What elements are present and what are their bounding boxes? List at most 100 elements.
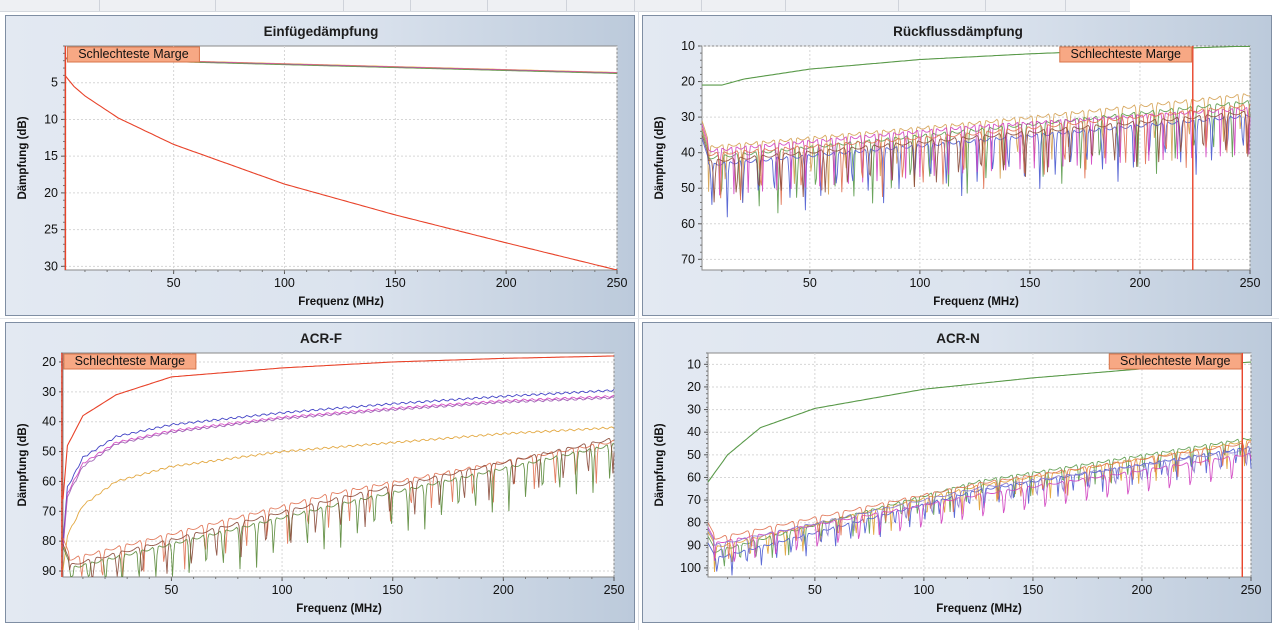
series-line — [62, 389, 615, 543]
y-tick-label: 10 — [687, 357, 701, 371]
chart-panel-acr-f: ACR-F 20 30 40 50 60 70 80 90 50 100 150 200 250 Sc… — [5, 322, 635, 623]
series-line — [62, 438, 615, 577]
y-tick-label: 20 — [42, 355, 56, 369]
marker-label-box — [63, 353, 197, 370]
y-tick-label: 50 — [687, 448, 701, 462]
x-tick-label: 250 — [1240, 276, 1261, 290]
x-tick-label: 50 — [167, 276, 181, 290]
y-tick-label: 70 — [42, 504, 56, 518]
grid — [63, 353, 615, 577]
series-line — [707, 448, 1252, 560]
y-tick-label: 60 — [687, 470, 701, 484]
chart-title: Einfügedämpfung — [264, 24, 379, 39]
panel-divider-horizontal — [0, 318, 1279, 319]
chart-title: Rückflussdämpfung — [893, 24, 1023, 39]
tab-separator — [785, 0, 786, 11]
y-tick-label: 100 — [680, 561, 701, 575]
y-tick-label: 80 — [687, 516, 701, 530]
x-tick-label: 250 — [607, 276, 628, 290]
y-axis: 20 30 40 50 60 70 80 90 — [42, 352, 63, 578]
x-axis: 50 100 150 200 250 — [721, 270, 1261, 290]
chart-panel-einfuegedaempfung: Einfügedämpfung 5 10 15 20 25 30 50 100 150 200 2… — [5, 15, 635, 316]
panel-divider-vertical — [638, 11, 639, 630]
marker-label: Schlechteste Marge — [75, 354, 186, 368]
tab-separator — [898, 0, 899, 11]
x-axis-title: Frequenz (MHz) — [298, 296, 384, 308]
tab-separator — [1065, 0, 1066, 11]
limit-line — [62, 355, 614, 500]
y-tick-label: 70 — [687, 493, 701, 507]
series-line — [62, 396, 615, 550]
x-axis: 50 100 150 200 250 — [82, 577, 625, 597]
worst-margin-marker: Schlechteste Marge — [64, 46, 200, 270]
x-tick-label: 100 — [913, 583, 934, 597]
y-tick-label: 30 — [42, 385, 56, 399]
chart-rueckflussdaempfung: Rückflussdämpfung 10 20 30 40 50 60 70 50 100 15… — [654, 24, 1261, 308]
x-tick-label: 150 — [1019, 276, 1040, 290]
marker-label: Schlechteste Marge — [1120, 354, 1231, 368]
y-tick-label: 60 — [42, 474, 56, 488]
tab-strip — [0, 0, 1130, 12]
x-tick-label: 150 — [382, 583, 403, 597]
y-tick-label: 30 — [687, 403, 701, 417]
tab-separator — [99, 0, 100, 11]
y-axis: 10 20 30 40 50 60 70 80 90 100 — [680, 352, 708, 576]
series-line — [701, 103, 1251, 205]
y-axis-title: Dämpfung (dB) — [17, 423, 29, 506]
chart-einfuegedaempfung: Einfügedämpfung 5 10 15 20 25 30 50 100 150 200 2… — [17, 24, 628, 308]
series-line — [62, 440, 615, 577]
limit-line — [64, 75, 617, 271]
tab-separator — [410, 0, 411, 11]
chart-panel-acr-n: ACR-N 10 20 30 40 50 60 70 80 90 100 50 100 150 200 2… — [642, 322, 1272, 623]
chart-panel-rueckflussdaempfung: Rückflussdämpfung 10 20 30 40 50 60 70 50 100 15… — [642, 15, 1272, 316]
x-tick-label: 200 — [1130, 276, 1151, 290]
tab-separator — [566, 0, 567, 11]
y-axis: 5 10 15 20 25 30 — [44, 45, 65, 273]
series-line — [701, 110, 1251, 203]
worst-margin-marker: Schlechteste Marge — [61, 353, 197, 577]
marker-label: Schlechteste Marge — [1071, 47, 1182, 61]
x-axis-title: Frequenz (MHz) — [933, 296, 1019, 308]
x-tick-label: 200 — [496, 276, 517, 290]
marker-label-box — [66, 46, 200, 63]
series-line — [707, 452, 1252, 562]
x-tick-label: 150 — [1022, 583, 1043, 597]
series-group — [62, 355, 615, 578]
x-tick-label: 50 — [803, 276, 817, 290]
y-tick-label: 5 — [51, 76, 58, 90]
x-tick-label: 100 — [274, 276, 295, 290]
y-tick-label: 20 — [681, 75, 695, 89]
y-tick-label: 25 — [44, 223, 58, 237]
tab-separator — [487, 0, 488, 11]
series-group — [701, 45, 1251, 218]
grid — [65, 46, 618, 270]
worst-margin-marker: Schlechteste Marge — [1059, 46, 1194, 270]
tab-separator — [215, 0, 216, 11]
y-tick-label: 40 — [42, 415, 56, 429]
marker-label-box — [1108, 353, 1242, 370]
x-axis: 50 100 150 200 250 — [84, 270, 628, 290]
y-tick-label: 70 — [681, 252, 695, 266]
y-tick-label: 80 — [42, 534, 56, 548]
series-line — [62, 394, 615, 548]
chart-acr-n: ACR-N 10 20 30 40 50 60 70 80 90 100 50 100 150 200 2… — [654, 331, 1262, 615]
worst-margin-marker: Schlechteste Marge — [1108, 353, 1243, 577]
plot-area — [62, 352, 615, 578]
y-tick-label: 90 — [42, 564, 56, 578]
y-tick-label: 40 — [681, 146, 695, 160]
y-tick-label: 30 — [44, 259, 58, 273]
x-tick-label: 100 — [272, 583, 293, 597]
x-tick-label: 50 — [808, 583, 822, 597]
y-tick-label: 15 — [44, 149, 58, 163]
x-axis: 50 100 150 200 250 — [727, 577, 1262, 597]
y-tick-label: 60 — [681, 217, 695, 231]
x-tick-label: 200 — [1132, 583, 1153, 597]
x-tick-label: 250 — [604, 583, 625, 597]
x-tick-label: 150 — [385, 276, 406, 290]
y-axis-title: Dämpfung (dB) — [654, 423, 666, 506]
y-axis: 10 20 30 40 50 60 70 — [681, 39, 702, 267]
tab-separator — [985, 0, 986, 11]
series-line — [62, 426, 615, 571]
series-line — [707, 441, 1252, 559]
x-tick-label: 250 — [1241, 583, 1262, 597]
